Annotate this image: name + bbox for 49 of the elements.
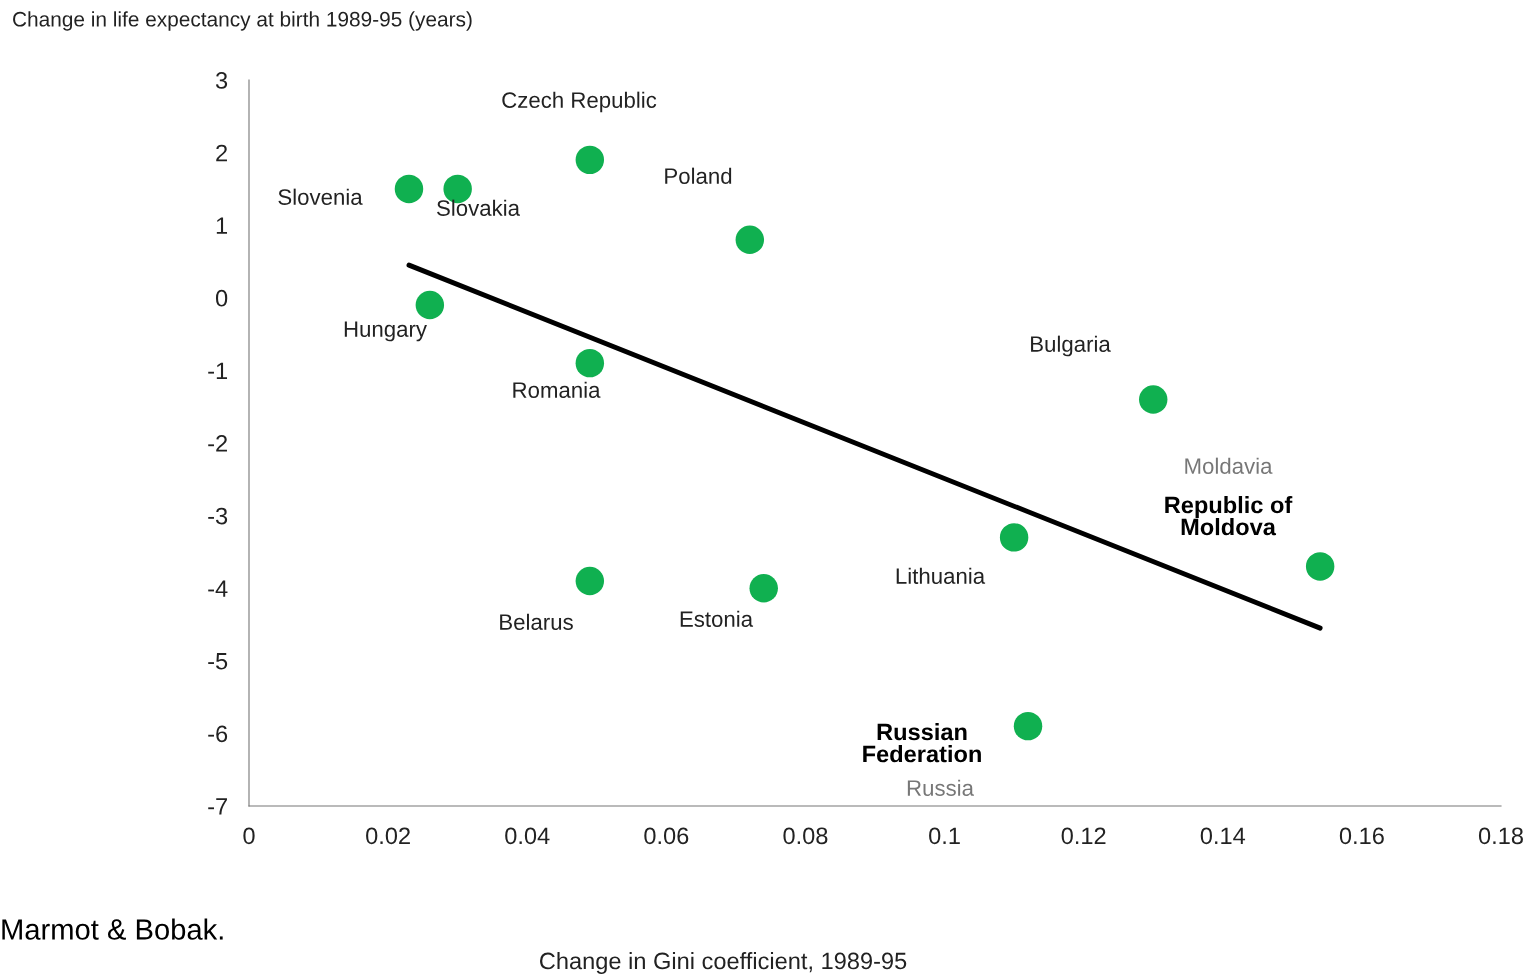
point (1013, 711, 1043, 741)
annotation: Slovakia (437, 199, 520, 216)
annotation: Moldavia (1185, 457, 1273, 474)
y-tick-label: -5 (208, 653, 228, 670)
x-tick-label: 0.12 (1061, 827, 1106, 845)
point (999, 523, 1029, 552)
y-tick-label: -1 (208, 362, 228, 379)
y-tick-label: -7 (208, 798, 227, 815)
y-axis-title: Change in life expectancy at birth 1989-95 (years) (13, 11, 472, 31)
x-tick-label: 0 (243, 827, 255, 845)
point (575, 348, 605, 378)
x-tick-label: 0.16 (1339, 827, 1384, 845)
annotation: Lithuania (896, 567, 986, 584)
y-tick-label: 1 (216, 217, 228, 234)
point (575, 145, 605, 175)
point (749, 573, 778, 603)
annotation: Slovenia (278, 188, 363, 205)
x-tick-label: 0.02 (366, 827, 410, 845)
text: Marmot & Bobak. (2, 918, 223, 940)
x-tick-label: 0.04 (505, 827, 550, 845)
x-tick-label: 0.08 (783, 827, 828, 845)
annotation: Czech Republic (502, 91, 657, 113)
y-tick-label: -4 (208, 580, 228, 597)
annotation: Hungary (344, 321, 427, 342)
y-tick-label: -2 (208, 435, 227, 452)
annotation: Republic of Moldova (1165, 495, 1293, 536)
y-tick-label: -3 (208, 507, 228, 525)
point (575, 566, 605, 596)
annotation: Bulgaria (1031, 335, 1111, 357)
point (415, 290, 445, 320)
annotation: Poland (665, 167, 732, 184)
annotation: Romania (513, 381, 601, 398)
x-tick-label: 0.06 (644, 827, 689, 845)
point (1138, 385, 1168, 414)
annotation: Estonia (680, 610, 754, 627)
annotation: Belarus (500, 613, 573, 630)
point (394, 174, 424, 204)
point (735, 225, 765, 254)
y-tick-label: 3 (215, 72, 228, 89)
point (1305, 552, 1335, 581)
annotation: Russian Federation (863, 722, 981, 763)
y-tick-label: 2 (216, 144, 227, 162)
y-tick-label: 0 (215, 289, 228, 307)
x-tick-label: 0.14 (1200, 827, 1246, 845)
x-tick-label: 0.18 (1478, 827, 1523, 845)
annotation: Russia (907, 779, 974, 796)
x-tick-label: 0.1 (929, 827, 960, 845)
y-tick-label: -6 (208, 725, 228, 743)
x-axis-title: Change in Gini coefficient, 1989-95 (540, 951, 907, 974)
